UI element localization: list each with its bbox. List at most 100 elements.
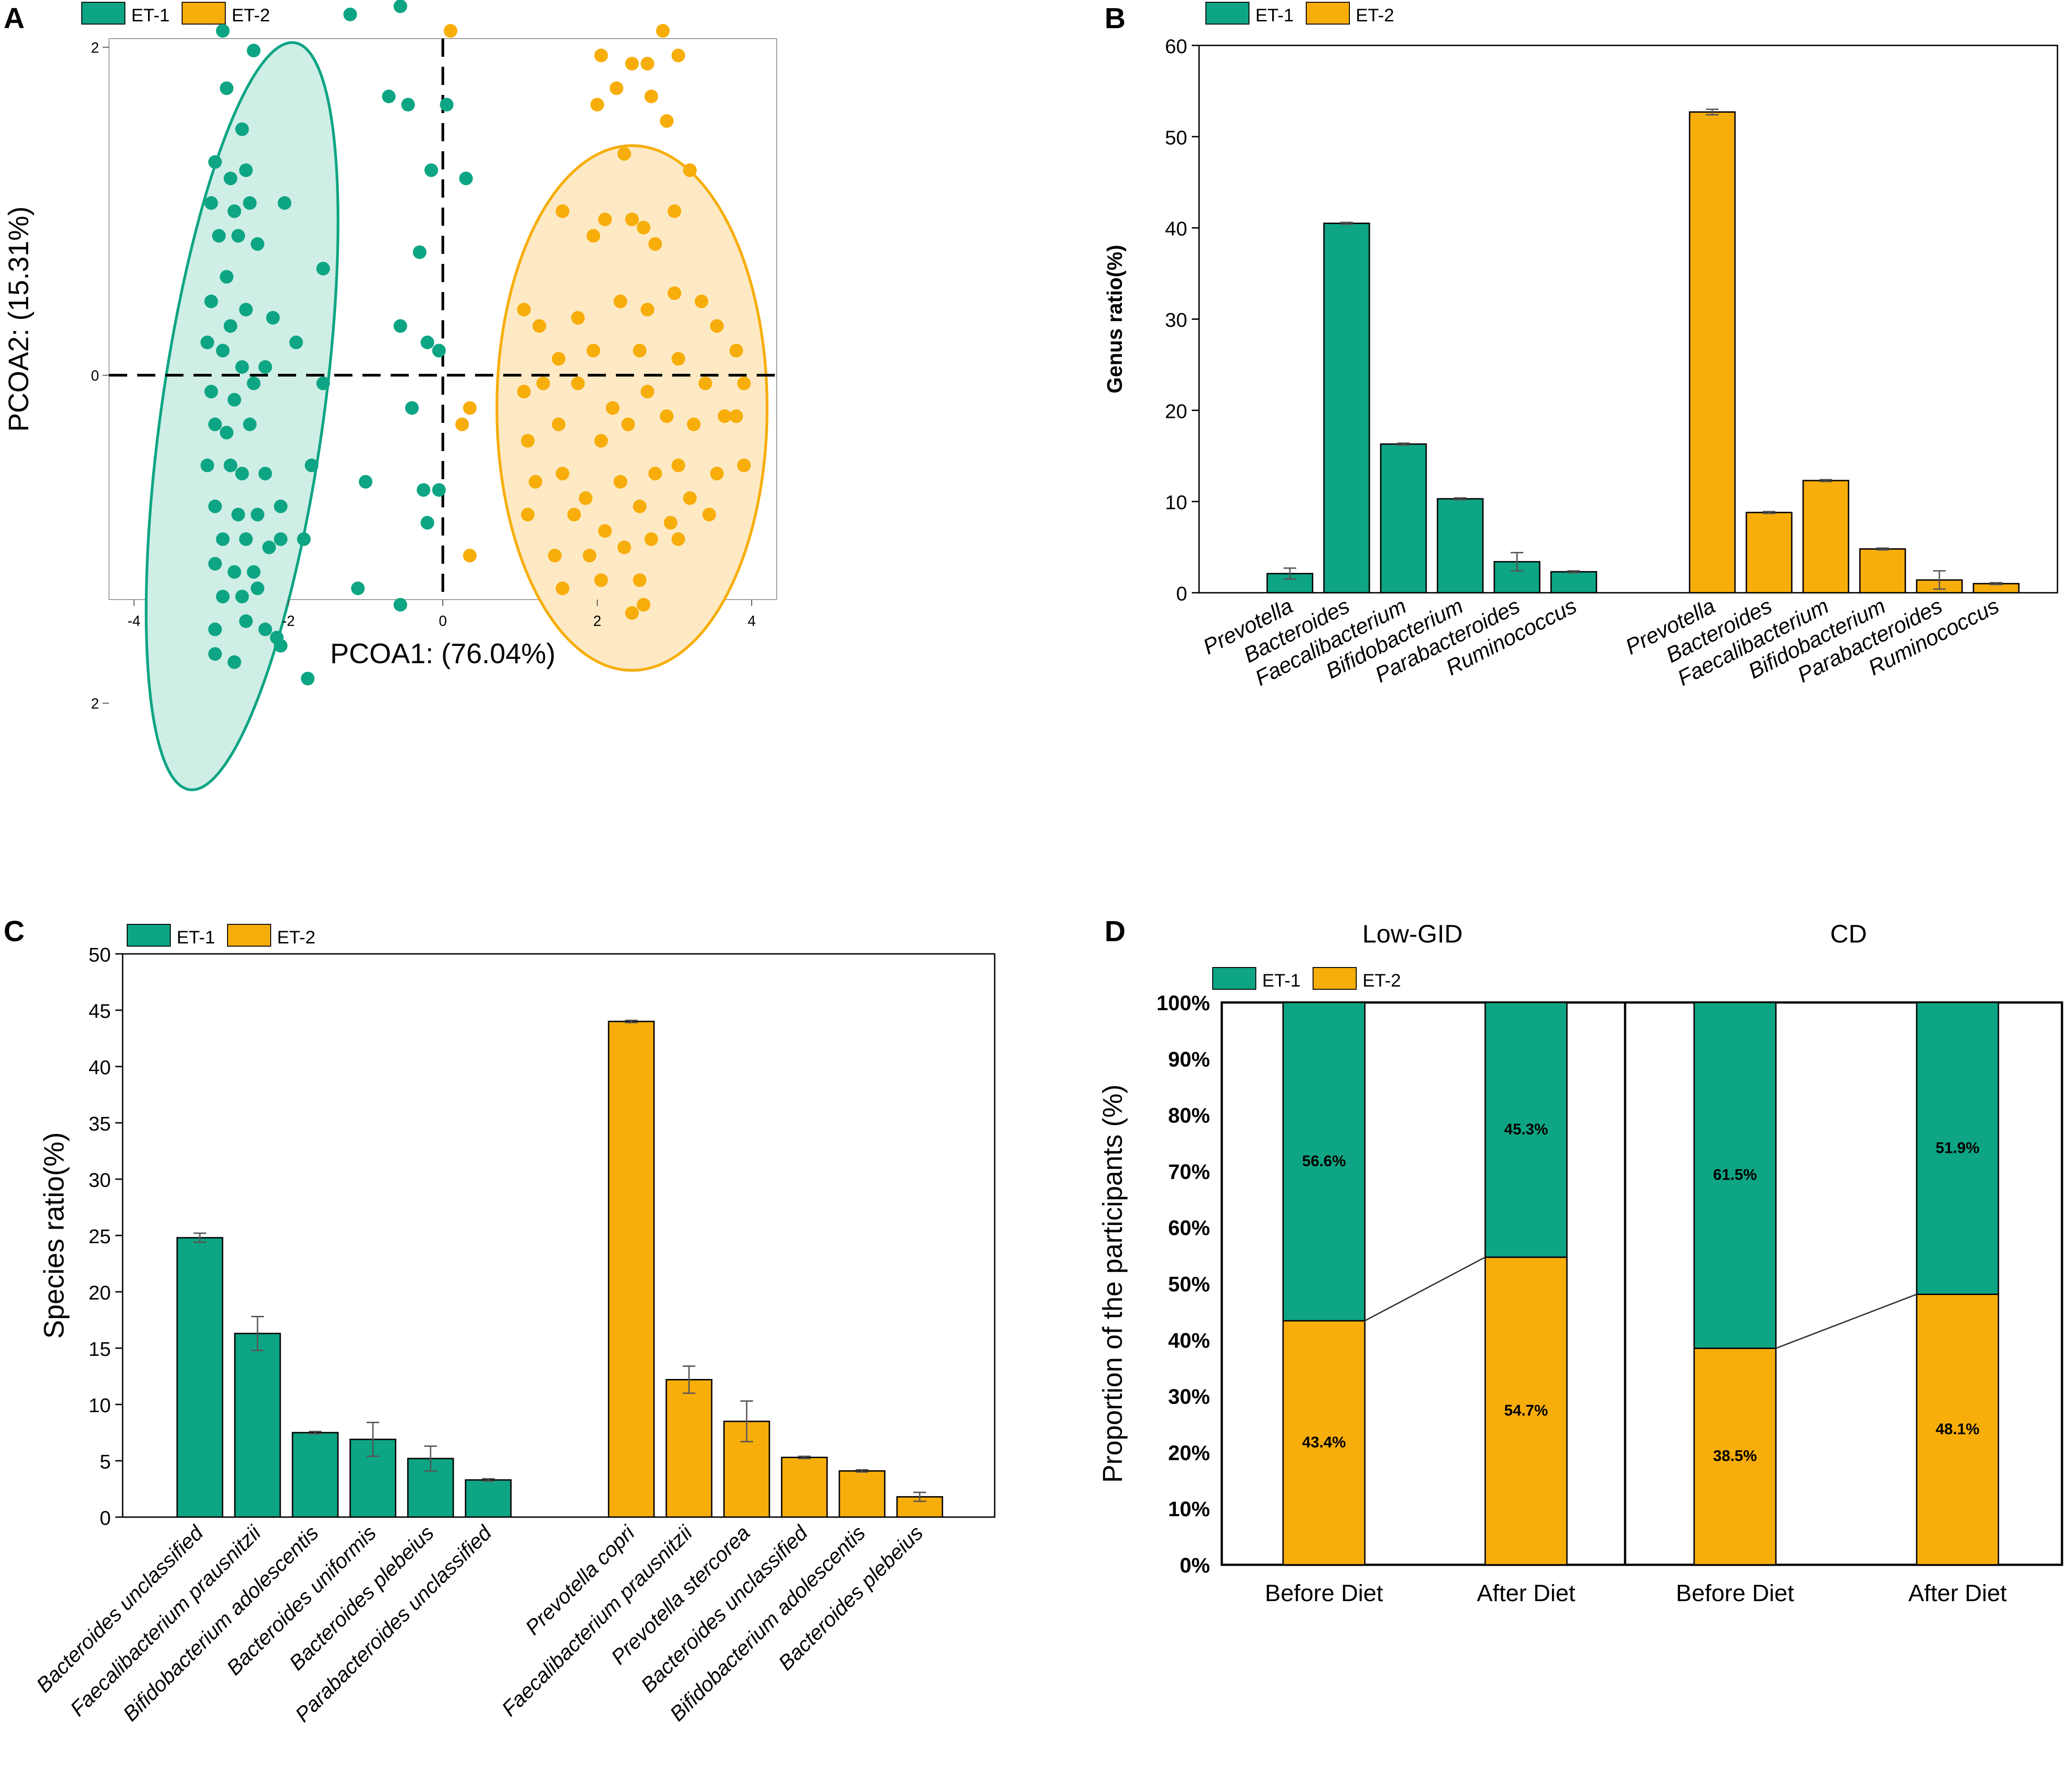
panel-a-point-et1-27 (251, 237, 264, 251)
panel-a-point-et2-1 (656, 24, 670, 38)
panel-a-point-et2-35 (536, 377, 550, 391)
panel-d-connector-line-0 (1364, 1256, 1486, 1322)
panel-a-point-et1-36 (200, 335, 214, 349)
panel-a-point-et1-50 (405, 401, 419, 415)
panel-a-point-et2-51 (614, 475, 627, 489)
panel-d-legend-label-et1: ET-1 (1262, 971, 1300, 991)
panel-c-legend-swatch-et1 (127, 924, 171, 947)
panel-a-point-et1-24 (278, 196, 292, 210)
panel-a-point-et2-66 (671, 532, 685, 546)
panel-a-point-et2-56 (567, 507, 581, 521)
panel-d-value-label-et1-0-0: 56.6% (1302, 1152, 1346, 1170)
panel-c-ytick-label: 45 (89, 1000, 111, 1022)
panel-b-bar-et1-1 (1323, 223, 1370, 594)
panel-c-bar-et1-0 (176, 1237, 223, 1518)
panel-d-bar-label-0-0: Before Diet (1265, 1580, 1383, 1607)
panel-a-point-et2-17 (625, 213, 639, 227)
panel-a-point-et1-49 (243, 417, 257, 432)
panel-a-point-et2-32 (699, 377, 712, 391)
panel-a-point-et2-28 (552, 352, 565, 366)
panel-b-bar-et2-3 (1859, 548, 1906, 594)
panel-d-bar-label-1-0: Before Diet (1676, 1580, 1794, 1607)
panel-d-value-label-et2-0-0: 43.4% (1302, 1434, 1346, 1451)
panel-a-point-et2-33 (737, 377, 751, 391)
panel-a-point-et2-5 (594, 49, 608, 63)
panel-a-point-et1-58 (231, 507, 245, 521)
panel-c-ytick-label: 35 (89, 1113, 111, 1135)
panel-c-legend-label-et2: ET-2 (277, 928, 315, 948)
panel-a-point-et1-25 (212, 229, 226, 243)
panel-a-point-et2-12 (668, 204, 681, 218)
panel-a-point-et1-30 (316, 262, 330, 276)
panel-a-point-et2-3 (625, 57, 639, 71)
panel-a-point-et1-78 (239, 614, 253, 628)
panel-d-connector-line-1 (1775, 1294, 1917, 1349)
panel-a-xtick-label: -2 (282, 613, 295, 629)
panel-a-point-et1-69 (208, 557, 222, 571)
panel-a-point-et1-17 (223, 171, 238, 185)
panel-a-point-et2-41 (521, 434, 535, 448)
panel-a-point-et2-60 (683, 491, 697, 505)
panel-a-ytick-label: 2 (91, 40, 99, 56)
panel-b-ytick-label: 10 (1165, 491, 1187, 514)
panel-a-point-et1-42 (258, 360, 272, 374)
panel-a-point-et2-68 (594, 573, 608, 587)
panel-a-point-et1-63 (421, 516, 434, 530)
panel-a-point-et2-13 (637, 221, 650, 235)
panel-b-ytick-label: 20 (1165, 400, 1187, 422)
panel-c-bar-et2-1 (665, 1379, 713, 1518)
panel-a-point-et1-48 (220, 426, 233, 440)
panel-d-segment-et1-0-1 (1484, 1002, 1568, 1258)
panel-c-bar-et1-1 (234, 1333, 281, 1518)
panel-a-point-et2-22 (614, 294, 627, 308)
panel-a-point-et2-43 (594, 434, 608, 448)
panel-a-point-et1-74 (351, 581, 365, 595)
panel-a-point-et2-44 (621, 417, 635, 432)
panel-a-point-et1-68 (297, 532, 311, 546)
panel-a-point-et2-16 (598, 213, 612, 227)
panel-a-point-et1-21 (243, 196, 257, 210)
panel-d-group-title-0: Low-GID (1363, 919, 1463, 948)
panel-a-point-et2-53 (671, 458, 685, 472)
panel-d-ytick-label: 30% (1168, 1385, 1210, 1409)
panel-a-point-et1-53 (258, 466, 272, 481)
panel-b-y-axis-title: Genus ratio(%) (1103, 245, 1126, 393)
panel-b-ytick-label: 60 (1165, 35, 1187, 58)
panel-c-legend-swatch-et2 (227, 924, 271, 947)
panel-a-ytick-label: 0 (91, 367, 99, 384)
panel-d-segment-et2-1-1 (1916, 1294, 1999, 1566)
panel-a-point-et2-23 (640, 303, 654, 317)
panel-b-letter: B (1105, 2, 1125, 35)
panel-c-bar-et2-3 (781, 1457, 828, 1518)
panel-a-xtick-label: 4 (748, 613, 756, 629)
panel-a-point-et1-31 (204, 294, 218, 308)
panel-a-point-et2-50 (579, 491, 593, 505)
panel-d-ytick-label: 10% (1168, 1497, 1210, 1521)
panel-a-point-et2-0 (444, 24, 457, 38)
panel-a-point-et1-16 (208, 155, 222, 169)
panel-a-point-et1-45 (247, 377, 261, 391)
panel-a-point-et2-64 (617, 541, 631, 555)
panel-a-x-axis-title: PCOA1: (76.04%) (330, 638, 555, 670)
panel-a-point-et1-61 (416, 483, 431, 497)
panel-a-point-et1-51 (223, 458, 238, 472)
panel-a-point-et1-40 (432, 343, 446, 357)
panel-a-point-et2-49 (555, 466, 570, 481)
panel-a-point-et2-45 (660, 409, 674, 423)
panel-d-segment-et1-0-0 (1282, 1002, 1366, 1322)
panel-a-point-et2-15 (586, 229, 600, 243)
panel-c-ytick-label: 30 (89, 1169, 111, 1191)
panel-b-bar-et2-2 (1802, 480, 1849, 594)
panel-a-point-et2-55 (521, 507, 535, 521)
panel-a-point-et2-31 (671, 352, 685, 366)
panel-d-y-axis-title: Proportion of the participants (%) (1097, 1084, 1128, 1483)
panel-a-point-et1-39 (421, 335, 434, 349)
panel-a-point-et2-29 (586, 343, 600, 357)
panel-a-point-et2-42 (552, 417, 565, 432)
panel-a-point-et2-58 (633, 499, 647, 513)
panel-a-point-et1-14 (220, 81, 233, 95)
panel-a-ytick-label: 2 (91, 695, 99, 712)
panel-d-value-label-et2-0-1: 54.7% (1504, 1402, 1548, 1419)
panel-a-point-et1-18 (239, 163, 253, 177)
